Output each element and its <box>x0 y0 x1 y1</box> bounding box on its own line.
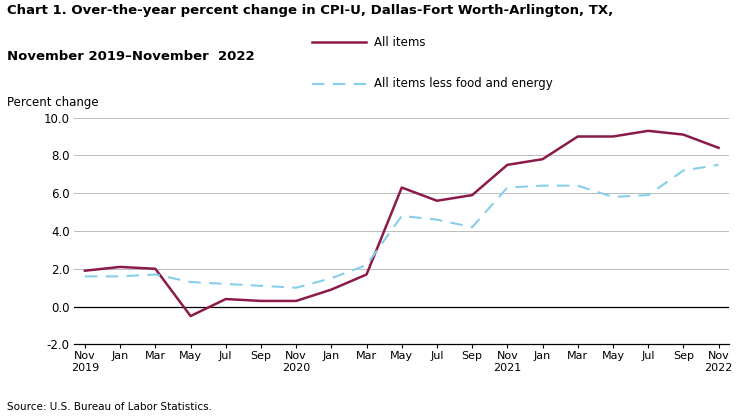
All items <box>679 132 687 137</box>
All items less food and energy <box>714 162 723 167</box>
All items <box>327 287 336 292</box>
All items less food and energy <box>327 276 336 281</box>
All items less food and energy <box>116 274 125 279</box>
All items less food and energy <box>432 217 441 222</box>
All items <box>397 185 406 190</box>
All items less food and energy <box>503 185 512 190</box>
All items <box>221 297 230 302</box>
All items <box>538 157 547 162</box>
All items less food and energy <box>362 262 371 268</box>
All items <box>432 198 441 203</box>
All items <box>186 313 195 318</box>
All items less food and energy <box>644 192 652 197</box>
All items <box>574 134 583 139</box>
All items <box>644 128 652 133</box>
All items less food and energy <box>397 213 406 218</box>
Text: Percent change: Percent change <box>7 96 99 109</box>
All items less food and energy <box>292 285 301 290</box>
All items <box>151 266 160 271</box>
All items <box>80 268 89 273</box>
All items less food and energy <box>538 183 547 188</box>
All items <box>292 298 301 303</box>
All items <box>714 145 723 150</box>
All items less food and energy <box>679 168 687 173</box>
Text: November 2019–November  2022: November 2019–November 2022 <box>7 50 255 63</box>
Line: All items less food and energy: All items less food and energy <box>85 165 719 288</box>
All items <box>362 272 371 277</box>
All items <box>609 134 618 139</box>
Text: Source: U.S. Bureau of Labor Statistics.: Source: U.S. Bureau of Labor Statistics. <box>7 402 213 412</box>
Text: All items less food and energy: All items less food and energy <box>373 78 553 90</box>
Text: All items: All items <box>373 36 426 48</box>
All items <box>468 192 477 197</box>
All items <box>116 265 125 270</box>
All items <box>503 162 512 167</box>
All items less food and energy <box>186 280 195 285</box>
All items less food and energy <box>468 225 477 230</box>
Text: Chart 1. Over-the-year percent change in CPI-U, Dallas-Fort Worth-Arlington, TX,: Chart 1. Over-the-year percent change in… <box>7 4 614 17</box>
All items less food and energy <box>574 183 583 188</box>
All items <box>257 298 266 303</box>
All items less food and energy <box>80 274 89 279</box>
All items less food and energy <box>257 283 266 288</box>
Line: All items: All items <box>85 131 719 316</box>
All items less food and energy <box>609 194 618 200</box>
All items less food and energy <box>221 281 230 286</box>
All items less food and energy <box>151 272 160 277</box>
